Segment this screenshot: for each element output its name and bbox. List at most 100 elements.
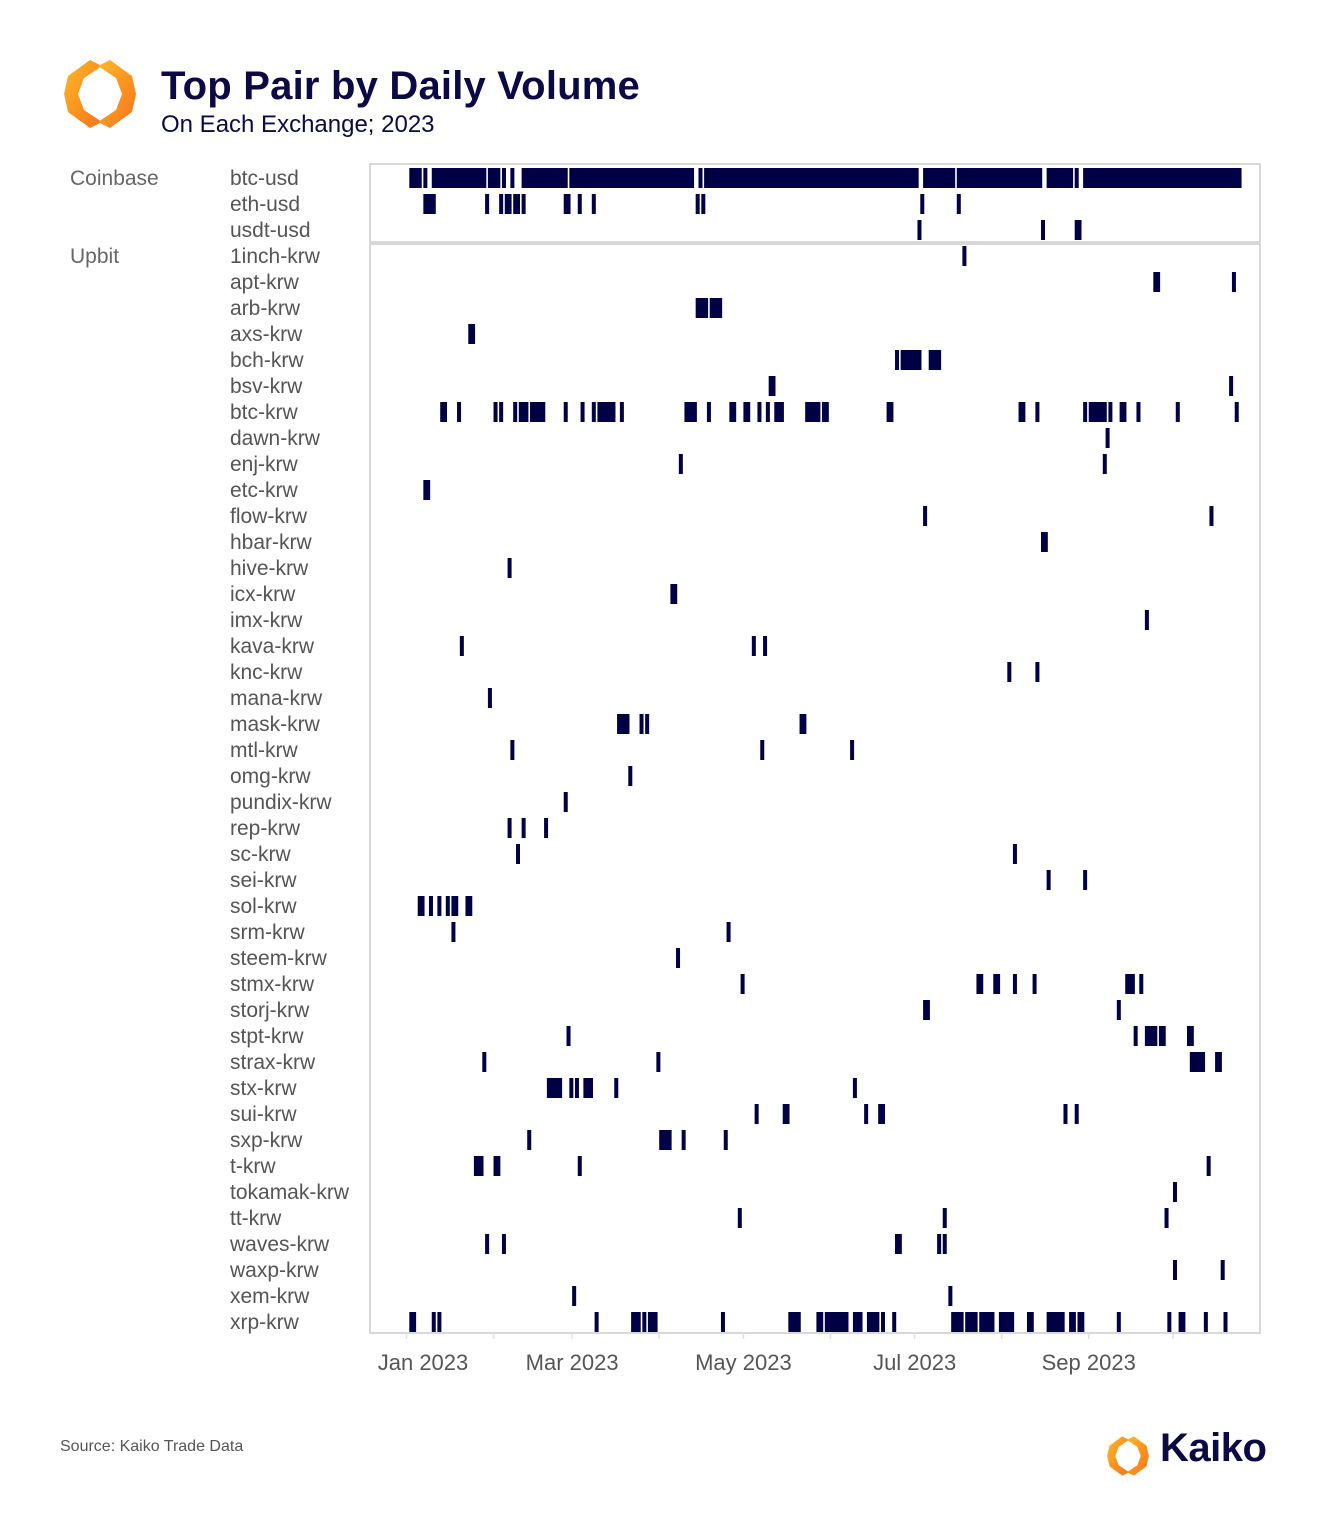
volume-bar xyxy=(1083,168,1242,188)
volume-bar xyxy=(485,1234,490,1254)
volume-bar xyxy=(431,1312,436,1332)
volume-bar xyxy=(1041,220,1046,240)
volume-bar xyxy=(895,1234,902,1254)
volume-bar xyxy=(1083,870,1088,890)
volume-bar xyxy=(892,1312,897,1332)
volume-bar xyxy=(465,896,473,916)
x-tick-label: Jan 2023 xyxy=(378,1350,469,1375)
volume-bar xyxy=(566,1026,571,1046)
volume-bar xyxy=(569,168,695,188)
volume-bar xyxy=(822,402,829,422)
volume-bar xyxy=(965,1312,978,1332)
volume-bar xyxy=(928,350,942,370)
chart-subtitle: On Each Exchange; 2023 xyxy=(161,111,435,138)
volume-bar xyxy=(763,636,768,656)
volume-bar xyxy=(591,194,596,214)
volume-bar xyxy=(577,1156,582,1176)
volume-bar xyxy=(574,1078,579,1098)
volume-bar xyxy=(659,1130,672,1150)
volume-bar xyxy=(1077,1312,1085,1332)
volume-bar xyxy=(1139,974,1144,994)
volume-bar xyxy=(1074,168,1079,188)
volume-bar xyxy=(493,1156,501,1176)
volume-bar xyxy=(647,1312,658,1332)
volume-bar xyxy=(572,1286,577,1306)
volume-bar xyxy=(473,1156,484,1176)
volume-bar xyxy=(459,636,464,656)
pair-label: waxp-krw xyxy=(229,1259,320,1282)
pair-label: sol-krw xyxy=(230,895,297,918)
volume-bar xyxy=(437,896,442,916)
volume-bar xyxy=(726,922,731,942)
volume-bar xyxy=(937,1234,942,1254)
pair-label: usdt-usd xyxy=(230,219,311,242)
volume-bar xyxy=(423,194,436,214)
volume-bar xyxy=(482,1052,487,1072)
kaiko-brand-icon xyxy=(1107,1436,1149,1476)
pair-label: stmx-krw xyxy=(230,973,315,996)
volume-bar xyxy=(852,1312,863,1332)
volume-bar xyxy=(743,402,751,422)
pair-label: stpt-krw xyxy=(230,1025,304,1048)
pair-label: flow-krw xyxy=(230,505,308,528)
volume-bar xyxy=(437,1312,442,1332)
volume-bar xyxy=(1209,506,1214,526)
volume-bar xyxy=(563,792,568,812)
volume-bar xyxy=(805,402,821,422)
volume-bar xyxy=(527,1130,532,1150)
x-tick-label: May 2023 xyxy=(695,1350,792,1375)
volume-bar xyxy=(487,168,501,188)
volume-bar xyxy=(816,1312,824,1332)
volume-bar xyxy=(468,324,476,344)
pair-label: steem-krw xyxy=(230,947,328,970)
volume-bar xyxy=(614,1078,619,1098)
brand-name: Kaiko xyxy=(1160,1426,1267,1470)
volume-bar xyxy=(563,402,568,422)
volume-bar xyxy=(639,714,644,734)
volume-bar xyxy=(510,168,515,188)
source-note: Source: Kaiko Trade Data xyxy=(60,1438,244,1455)
pair-label: waves-krw xyxy=(229,1233,330,1256)
volume-bar xyxy=(485,194,490,214)
volume-bar xyxy=(499,402,504,422)
volume-bar xyxy=(580,402,585,422)
volume-bar xyxy=(698,168,703,188)
volume-bar xyxy=(878,1104,885,1124)
volume-bar xyxy=(504,194,512,214)
volume-bar xyxy=(942,1208,947,1228)
volume-bar xyxy=(751,636,756,656)
volume-bar xyxy=(1119,402,1127,422)
pair-label: strax-krw xyxy=(230,1051,316,1074)
volume-bar xyxy=(513,194,521,214)
volume-bar xyxy=(591,402,596,422)
volume-bar xyxy=(998,1312,1015,1332)
volume-bar xyxy=(521,818,526,838)
volume-bar xyxy=(583,1078,593,1098)
pair-label: xem-krw xyxy=(230,1285,310,1308)
exchange-label: Upbit xyxy=(70,245,119,268)
pair-label: bsv-krw xyxy=(230,375,303,398)
volume-bar xyxy=(451,922,456,942)
volume-bar xyxy=(546,1078,563,1098)
pair-label: tokamak-krw xyxy=(230,1181,350,1204)
volume-bar xyxy=(1007,662,1012,682)
volume-bar xyxy=(597,402,616,422)
volume-bar xyxy=(417,896,425,916)
volume-bar xyxy=(1074,220,1082,240)
pair-label: mtl-krw xyxy=(230,739,298,762)
volume-bar xyxy=(956,194,961,214)
pair-label: 1inch-krw xyxy=(230,245,321,268)
volume-bar xyxy=(487,688,492,708)
pair-label: omg-krw xyxy=(230,765,311,788)
pair-label: mask-krw xyxy=(230,713,321,736)
volume-bar xyxy=(900,350,922,370)
exchange-label: Coinbase xyxy=(70,167,159,190)
volume-bar xyxy=(895,350,900,370)
volume-bar xyxy=(431,168,487,188)
volume-bar xyxy=(423,480,431,500)
pair-label: etc-krw xyxy=(230,479,299,502)
pair-label: knc-krw xyxy=(230,661,303,684)
volume-bar xyxy=(1189,1052,1206,1072)
volume-bar xyxy=(1136,402,1141,422)
volume-bar xyxy=(866,1312,880,1332)
